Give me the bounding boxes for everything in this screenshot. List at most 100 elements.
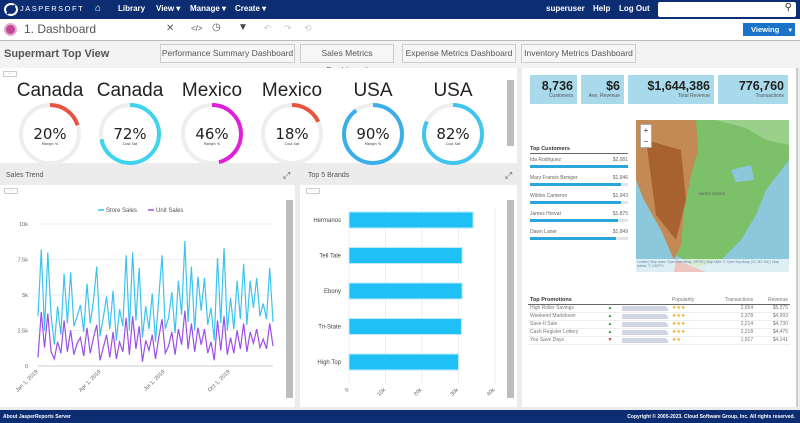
sales-trend-title: Sales Trend <box>6 172 44 179</box>
customer-value: $1,849 <box>612 229 628 235</box>
zoom-out-button[interactable]: − <box>643 137 649 146</box>
dashboard-toolbar: 1. Dashboard ✕ </> ◷ ▼ ↶ ↷ ⟲ Viewing ▼ <box>0 19 800 41</box>
gauge: Canada 20% Margin % <box>10 80 90 170</box>
customer-row: Ida Rodriguez $2,081 <box>530 157 628 168</box>
col-header: Popularity <box>672 296 695 303</box>
customer-bar-track <box>530 165 628 168</box>
nav-manage[interactable]: Manage ▾ <box>190 4 227 13</box>
expand-icon[interactable]: ⤢ <box>505 170 513 180</box>
transactions: 2,218 <box>740 329 754 335</box>
clock-icon[interactable]: ◷ <box>212 22 221 33</box>
gauge: Mexico 18% Cust Sat <box>252 80 332 170</box>
category-label: Tell Tale <box>319 254 341 260</box>
series-line <box>37 310 274 362</box>
nav-view[interactable]: View ▾ <box>156 4 181 13</box>
gauge-country: Mexico <box>181 80 243 101</box>
sales-metrics-button[interactable]: Sales Metrics Dashboard <box>300 44 394 75</box>
footer: About JasperReports Server Copyright © 2… <box>0 410 800 423</box>
popularity-stars: ★★ <box>672 337 681 343</box>
customer-bar <box>530 219 619 222</box>
gauge-ring: 90%Margin % <box>342 103 404 165</box>
customer-bar-track <box>530 201 628 204</box>
transactions: 2,378 <box>740 313 754 319</box>
revenue: $4,475 <box>772 329 788 335</box>
top-brands-chart: 0 10k 20k 30k 40k Hermanos Tell Tale Ebony Tri-S… <box>313 207 497 398</box>
reset-icon[interactable]: ⟲ <box>304 23 312 33</box>
performance-summary-button[interactable]: Performance Summary Dashboard <box>160 44 295 63</box>
sparkline <box>620 320 670 328</box>
expense-metrics-button[interactable]: Expense Metrics Dashboard <box>402 44 516 63</box>
redo-icon[interactable]: ↷ <box>284 23 292 33</box>
promotion-name: High Roller Savings <box>530 305 574 311</box>
customer-value: $1,943 <box>612 193 628 199</box>
close-icon[interactable]: ✕ <box>166 23 175 34</box>
gauge-country: Canada <box>16 80 84 101</box>
customer-row: James Horvat $1,875 <box>530 211 628 222</box>
gauge-value: 90% <box>356 125 389 143</box>
customer-bar <box>530 165 628 168</box>
search-input[interactable]: ⚲ <box>658 2 796 17</box>
promotion-row: Cash Register Lottery ▲ ★★★ 2,218 $4,475 <box>528 328 790 336</box>
promotion-name: Weekend Markdown <box>530 313 576 319</box>
title-bar: Supermart Top View <box>0 41 800 68</box>
user-link[interactable]: superuser <box>546 4 585 13</box>
customer-value: $2,081 <box>612 157 628 163</box>
home-icon[interactable]: ⌂ <box>95 3 102 14</box>
gauge-ring: 18%Cust Sat <box>261 103 323 165</box>
legend-label: Store Sales <box>106 208 137 214</box>
map-label: UNITED STATES <box>698 192 726 196</box>
viewing-dropdown[interactable]: Viewing ▼ <box>743 23 795 36</box>
popularity-stars: ★★★ <box>672 321 686 327</box>
map[interactable]: + − UNITED STATES Leaflet | Map data: Op… <box>636 120 789 272</box>
revenue: $4,730 <box>772 321 788 327</box>
kpi-transactions: 776,760 Transactions <box>718 75 788 104</box>
series-line <box>37 241 274 345</box>
filter-icon[interactable]: ▼ <box>238 22 248 33</box>
customer-bar-track <box>530 237 628 240</box>
gauge-arc <box>422 103 484 165</box>
transactions: 2,654 <box>740 305 754 311</box>
gauge-country: Canada <box>96 80 164 101</box>
scrollbar[interactable] <box>507 200 514 398</box>
dashboard-icon <box>4 23 17 36</box>
sparkline <box>620 336 670 344</box>
gauge-ring: 82%Cust Sat <box>422 103 484 165</box>
y-tick-label: 7.5k <box>18 258 29 264</box>
promotion-name: Cash Register Lottery <box>530 329 579 335</box>
jaspersoft-logo-icon <box>4 3 18 16</box>
logout-link[interactable]: Log Out <box>619 4 650 13</box>
inventory-metrics-button[interactable]: Inventory Metrics Dashboard <box>521 44 636 63</box>
gauge-sublabel: Cust Sat <box>123 142 138 146</box>
gauge-country: USA <box>433 80 473 101</box>
nav-library[interactable]: Library <box>118 4 146 13</box>
panel-menu-button[interactable]: … <box>3 71 17 77</box>
promotion-row: Weekend Markdown ▲ ★★★ 2,378 $4,993 <box>528 312 790 320</box>
sparkline <box>620 304 670 312</box>
help-link[interactable]: Help <box>593 4 611 13</box>
bar <box>348 318 462 335</box>
y-tick-label: 0 <box>25 364 28 370</box>
expand-icon[interactable]: ⤢ <box>283 170 291 180</box>
logo-text: JASPERSOFT <box>20 4 85 13</box>
gauge: Mexico 46% Margin % <box>172 80 252 170</box>
code-icon[interactable]: </> <box>191 24 203 33</box>
gauge-sublabel: Margin % <box>365 142 382 146</box>
search-icon[interactable]: ⚲ <box>784 2 792 13</box>
popularity-stars: ★★★ <box>672 305 686 311</box>
gauge-arc <box>181 103 243 165</box>
bar <box>348 211 474 229</box>
nav-create[interactable]: Create ▾ <box>235 4 267 13</box>
gauge-sublabel: Cust Sat <box>285 142 300 146</box>
undo-icon[interactable]: ↶ <box>264 23 272 33</box>
gauge-ring: 20%Margin % <box>19 103 81 165</box>
promotion-row: You Save Days ▼ ★★ 1,917 $4,141 <box>528 336 790 344</box>
zoom-in-button[interactable]: + <box>643 126 649 135</box>
gauge-arc <box>261 103 323 165</box>
scrollbar[interactable] <box>286 200 293 398</box>
scrollbar[interactable] <box>507 80 514 146</box>
panel-menu-button[interactable]: … <box>4 188 18 194</box>
panel-menu-button[interactable]: … <box>306 188 320 194</box>
about-link[interactable]: About JasperReports Server <box>3 414 71 420</box>
bar <box>348 353 459 371</box>
gauge: Canada 72% Cust Sat <box>90 80 170 170</box>
